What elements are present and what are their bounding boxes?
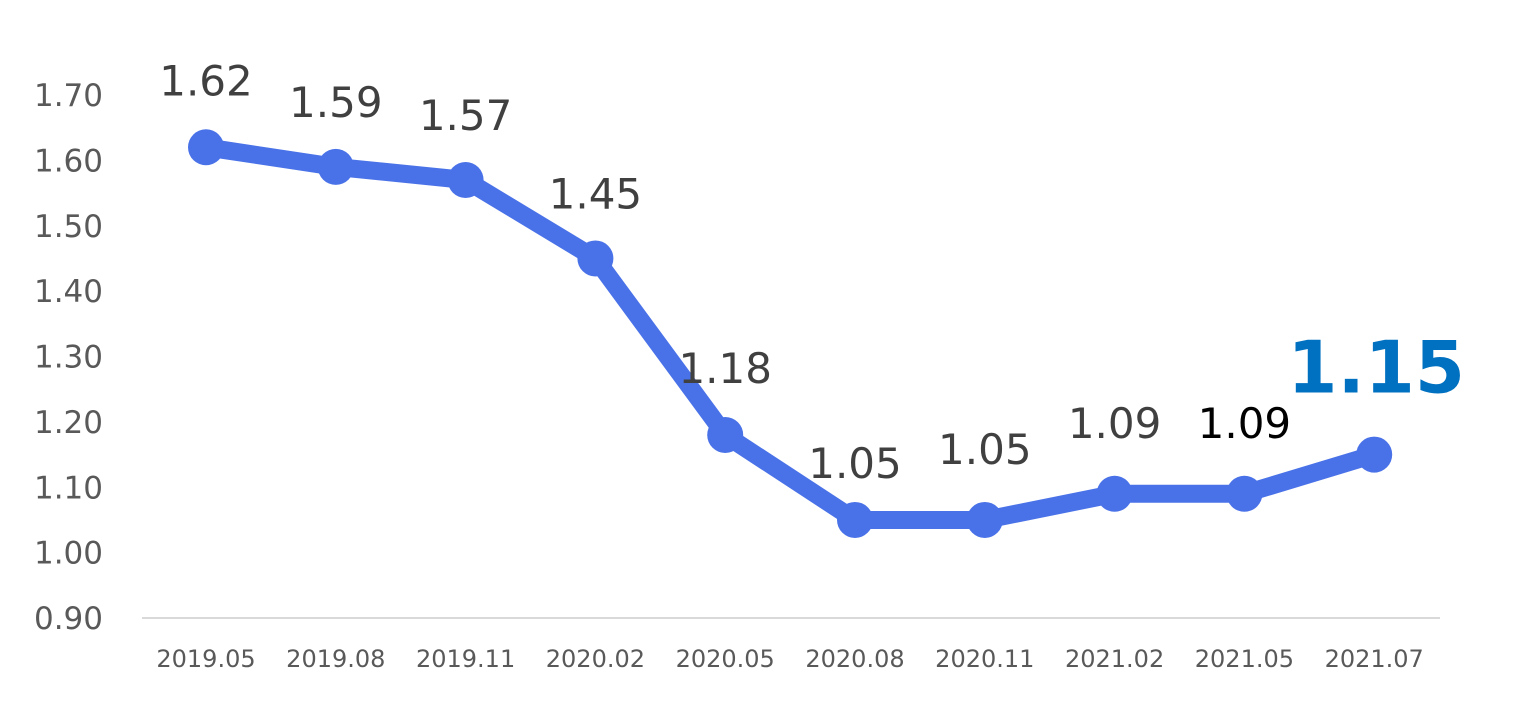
x-tick-label: 2020.05 (676, 645, 775, 673)
x-tick-label: 2021.02 (1065, 645, 1164, 673)
y-tick-label: 1.70 (34, 78, 103, 114)
data-point (188, 129, 224, 166)
y-tick-label: 1.10 (34, 470, 103, 506)
data-point (966, 501, 1003, 538)
data-labels: 1.62 1.59 1.571.451.181.05 1.051.09 1.091.15 (159, 56, 1465, 488)
x-tick-label: 2019.08 (286, 645, 385, 673)
data-label: 1.09 (1198, 399, 1292, 448)
data-label: 1.57 (419, 91, 513, 140)
data-label: 1.45 (549, 169, 643, 218)
y-axis: 0.90 1.00 1.10 1.20 1.30 1.40 1.50 1.60 1.70 (34, 78, 103, 637)
data-points (188, 129, 1393, 538)
data-point (447, 161, 484, 198)
data-label: 1.62 (159, 56, 253, 105)
data-label: 1.18 (678, 344, 772, 393)
y-tick-label: 1.00 (34, 536, 103, 572)
data-label: 1.05 (808, 439, 902, 488)
x-tick-label: 2020.11 (935, 645, 1034, 673)
x-tick-label: 2021.07 (1325, 645, 1424, 673)
x-tick-label: 2020.08 (805, 645, 904, 673)
data-point (837, 501, 873, 538)
y-tick-label: 1.40 (34, 274, 103, 310)
data-point (1096, 475, 1133, 512)
y-tick-label: 1.50 (34, 209, 103, 245)
data-label: 1.09 (1068, 399, 1162, 448)
x-tick-label: 2020.02 (546, 645, 645, 673)
x-axis: 2019.05 2019.08 2019.11 2020.02 2020.05 2020.… (156, 645, 1423, 673)
y-tick-label: 1.30 (34, 340, 103, 376)
data-point (577, 240, 614, 277)
data-point (707, 416, 744, 453)
x-tick-label: 2019.05 (156, 645, 255, 673)
y-tick-label: 1.60 (34, 143, 103, 179)
data-point (1356, 436, 1393, 473)
y-tick-label: 1.20 (34, 405, 103, 441)
data-point (1226, 475, 1263, 512)
x-tick-label: 2021.05 (1195, 645, 1294, 673)
data-point (317, 148, 354, 185)
data-label: 1.15 (1287, 326, 1465, 410)
data-label: 1.59 (289, 78, 383, 127)
series-line (197, 138, 1384, 529)
data-label: 1.05 (938, 425, 1032, 474)
y-tick-label: 0.90 (34, 601, 103, 637)
x-tick-label: 2019.11 (416, 645, 515, 673)
